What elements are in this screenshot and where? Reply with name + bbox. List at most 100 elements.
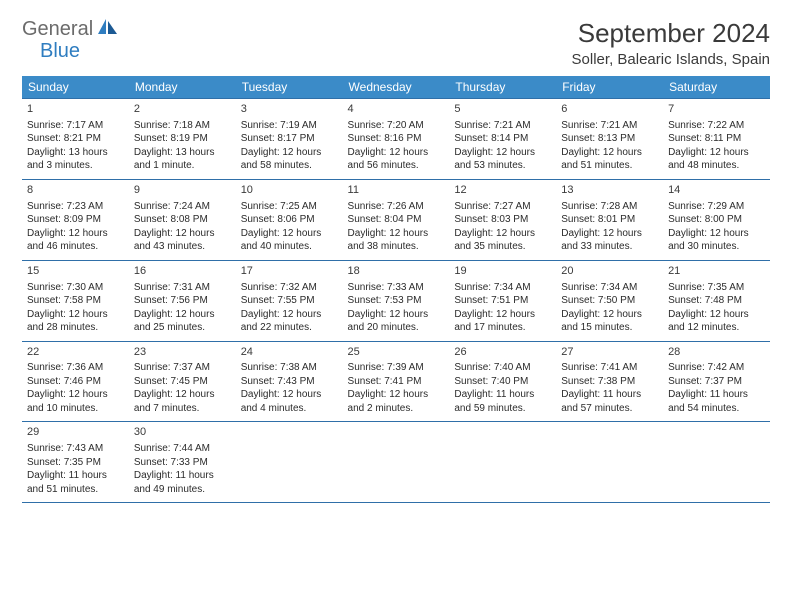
calendar-cell: 9Sunrise: 7:24 AMSunset: 8:08 PMDaylight… [129, 179, 236, 260]
daylight-text: Daylight: 12 hours and 46 minutes. [27, 227, 124, 254]
sunset-text: Sunset: 8:14 PM [454, 132, 551, 146]
daylight-text: Daylight: 12 hours and 58 minutes. [241, 146, 338, 173]
calendar-cell: 18Sunrise: 7:33 AMSunset: 7:53 PMDayligh… [343, 260, 450, 341]
calendar-cell: 23Sunrise: 7:37 AMSunset: 7:45 PMDayligh… [129, 341, 236, 422]
weekday-header: Sunday [22, 76, 129, 99]
sunset-text: Sunset: 8:11 PM [668, 132, 765, 146]
sunset-text: Sunset: 7:48 PM [668, 294, 765, 308]
sunset-text: Sunset: 8:06 PM [241, 213, 338, 227]
calendar-cell: 3Sunrise: 7:19 AMSunset: 8:17 PMDaylight… [236, 99, 343, 180]
daylight-text: Daylight: 11 hours and 51 minutes. [27, 469, 124, 496]
calendar-cell: 8Sunrise: 7:23 AMSunset: 8:09 PMDaylight… [22, 179, 129, 260]
day-number: 4 [348, 102, 445, 117]
weekday-header: Friday [556, 76, 663, 99]
weekday-header: Tuesday [236, 76, 343, 99]
sunrise-text: Sunrise: 7:22 AM [668, 119, 765, 133]
day-number: 13 [561, 183, 658, 198]
calendar-row: 1 Sunrise: 7:17 AMSunset: 8:21 PM Daylight… [22, 99, 770, 180]
sunrise-text: Sunrise: 7:25 AM [241, 200, 338, 214]
calendar-row: 8Sunrise: 7:23 AMSunset: 8:09 PMDaylight… [22, 179, 770, 260]
sunrise-text: Sunrise: 7:30 AM [27, 281, 124, 295]
calendar-cell [556, 422, 663, 503]
weekday-header-row: Sunday Monday Tuesday Wednesday Thursday… [22, 76, 770, 99]
weekday-header: Thursday [449, 76, 556, 99]
sunrise-text: Sunrise: 7:21 AM [561, 119, 658, 133]
calendar-cell [236, 422, 343, 503]
sunrise-text: Sunrise: 7:17 AM [27, 119, 124, 133]
sunrise-text: Sunrise: 7:28 AM [561, 200, 658, 214]
header: General September 2024 Soller, Balearic … [22, 18, 770, 68]
day-number: 16 [134, 264, 231, 279]
sunrise-text: Sunrise: 7:29 AM [668, 200, 765, 214]
sunset-text: Sunset: 7:35 PM [27, 456, 124, 470]
sunrise-text: Sunrise: 7:19 AM [241, 119, 338, 133]
daylight-text: Daylight: 12 hours and 7 minutes. [134, 388, 231, 415]
sunset-text: Sunset: 8:01 PM [561, 213, 658, 227]
sunset-text: Sunset: 7:50 PM [561, 294, 658, 308]
calendar-cell [663, 422, 770, 503]
sunrise-text: Sunrise: 7:20 AM [348, 119, 445, 133]
sunset-text: Sunset: 8:04 PM [348, 213, 445, 227]
calendar-cell: 22Sunrise: 7:36 AMSunset: 7:46 PMDayligh… [22, 341, 129, 422]
sunset-text: Sunset: 7:53 PM [348, 294, 445, 308]
sunset-text: Sunset: 7:43 PM [241, 375, 338, 389]
daylight-text: Daylight: 13 hours and 1 minute. [134, 146, 231, 173]
calendar-cell: 17Sunrise: 7:32 AMSunset: 7:55 PMDayligh… [236, 260, 343, 341]
calendar-cell: 7 Sunrise: 7:22 AMSunset: 8:11 PMDaylight… [663, 99, 770, 180]
daylight-text: Daylight: 12 hours and 25 minutes. [134, 308, 231, 335]
sunset-text: Sunset: 7:45 PM [134, 375, 231, 389]
weekday-header: Monday [129, 76, 236, 99]
daylight-text: Daylight: 12 hours and 15 minutes. [561, 308, 658, 335]
sunrise-text: Sunrise: 7:18 AM [134, 119, 231, 133]
calendar-cell: 14Sunrise: 7:29 AMSunset: 8:00 PMDayligh… [663, 179, 770, 260]
sunset-text: Sunset: 8:17 PM [241, 132, 338, 146]
sunset-text: Sunset: 7:46 PM [27, 375, 124, 389]
calendar-row: 29Sunrise: 7:43 AMSunset: 7:35 PMDayligh… [22, 422, 770, 503]
sunset-text: Sunset: 8:21 PM [27, 132, 124, 146]
calendar-cell: 21Sunrise: 7:35 AMSunset: 7:48 PMDayligh… [663, 260, 770, 341]
daylight-text: Daylight: 12 hours and 20 minutes. [348, 308, 445, 335]
day-number: 21 [668, 264, 765, 279]
weekday-header: Saturday [663, 76, 770, 99]
day-number: 5 [454, 102, 551, 117]
day-number: 26 [454, 345, 551, 360]
month-title: September 2024 [572, 18, 770, 49]
calendar-cell: 26Sunrise: 7:40 AMSunset: 7:40 PMDayligh… [449, 341, 556, 422]
calendar-cell: 19Sunrise: 7:34 AMSunset: 7:51 PMDayligh… [449, 260, 556, 341]
sunrise-text: Sunrise: 7:44 AM [134, 442, 231, 456]
day-number: 11 [348, 183, 445, 198]
day-number: 7 [668, 102, 765, 117]
calendar-cell: 12Sunrise: 7:27 AMSunset: 8:03 PMDayligh… [449, 179, 556, 260]
day-number: 25 [348, 345, 445, 360]
sunset-text: Sunset: 8:09 PM [27, 213, 124, 227]
sunrise-text: Sunrise: 7:37 AM [134, 361, 231, 375]
calendar-cell: 24Sunrise: 7:38 AMSunset: 7:43 PMDayligh… [236, 341, 343, 422]
calendar-cell: 16Sunrise: 7:31 AMSunset: 7:56 PMDayligh… [129, 260, 236, 341]
calendar-table: Sunday Monday Tuesday Wednesday Thursday… [22, 76, 770, 503]
weekday-header: Wednesday [343, 76, 450, 99]
daylight-text: Daylight: 11 hours and 54 minutes. [668, 388, 765, 415]
day-number: 1 [27, 102, 124, 117]
sunrise-text: Sunrise: 7:32 AM [241, 281, 338, 295]
day-number: 20 [561, 264, 658, 279]
day-number: 18 [348, 264, 445, 279]
sunrise-text: Sunrise: 7:38 AM [241, 361, 338, 375]
sunset-text: Sunset: 8:00 PM [668, 213, 765, 227]
day-number: 9 [134, 183, 231, 198]
daylight-text: Daylight: 12 hours and 38 minutes. [348, 227, 445, 254]
calendar-cell: 27Sunrise: 7:41 AMSunset: 7:38 PMDayligh… [556, 341, 663, 422]
sunrise-text: Sunrise: 7:34 AM [454, 281, 551, 295]
daylight-text: Daylight: 12 hours and 56 minutes. [348, 146, 445, 173]
daylight-text: Daylight: 12 hours and 17 minutes. [454, 308, 551, 335]
daylight-text: Daylight: 12 hours and 30 minutes. [668, 227, 765, 254]
sunset-text: Sunset: 8:13 PM [561, 132, 658, 146]
sunrise-text: Sunrise: 7:24 AM [134, 200, 231, 214]
calendar-cell [449, 422, 556, 503]
daylight-text: Daylight: 11 hours and 57 minutes. [561, 388, 658, 415]
calendar-cell: 4Sunrise: 7:20 AMSunset: 8:16 PMDaylight… [343, 99, 450, 180]
sunset-text: Sunset: 7:33 PM [134, 456, 231, 470]
sunrise-text: Sunrise: 7:40 AM [454, 361, 551, 375]
day-number: 19 [454, 264, 551, 279]
daylight-text: Daylight: 12 hours and 48 minutes. [668, 146, 765, 173]
day-number: 6 [561, 102, 658, 117]
